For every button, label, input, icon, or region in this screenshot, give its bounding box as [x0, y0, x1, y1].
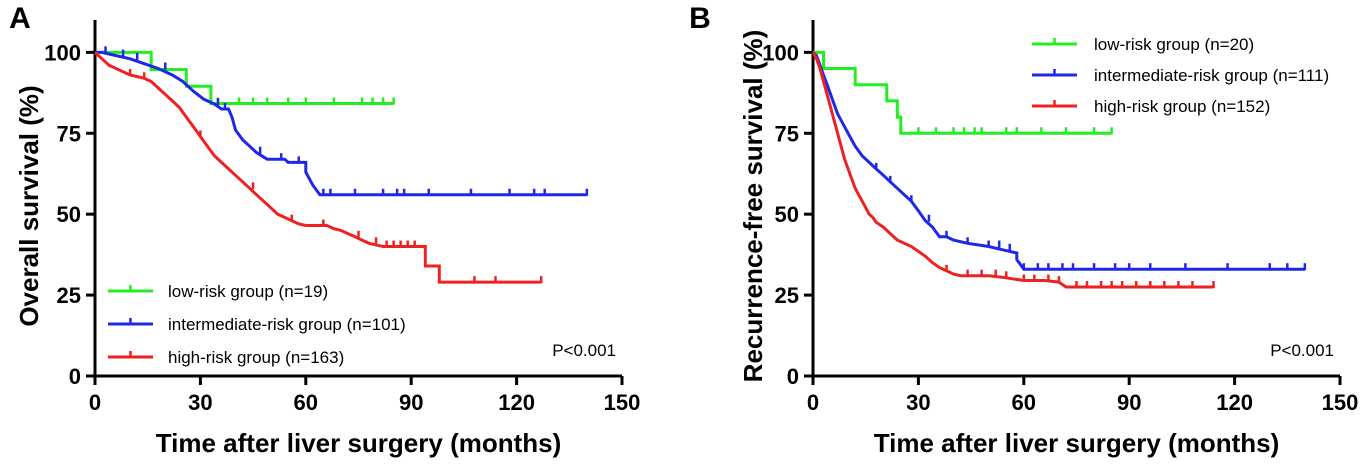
x-axis-title: Time after liver surgery (months) — [156, 428, 562, 458]
y-tick-label: 50 — [775, 202, 799, 227]
x-tick-label: 60 — [1012, 390, 1036, 415]
y-tick-label: 0 — [787, 364, 799, 389]
legend-label: intermediate-risk group (n=101) — [168, 315, 406, 334]
survival-curve — [811, 51, 1214, 289]
series-high-risk — [93, 51, 543, 284]
y-tick-label: 75 — [57, 121, 81, 146]
p-value: P<0.001 — [552, 341, 616, 360]
p-value: P<0.001 — [1270, 341, 1334, 360]
panel-b: B 0 25 50 75 100 0 30 60 90 120 150 Time after liver… — [689, 2, 1358, 458]
x-axis-title: Time after liver surgery (months) — [874, 428, 1280, 458]
series-low-risk — [813, 50, 1113, 135]
legend-label: low-risk group (n=20) — [1094, 35, 1254, 54]
y-axis-title: Recurrence-free survival (%) — [738, 30, 768, 383]
y-tick-label: 75 — [775, 121, 799, 146]
x-tick-label: 60 — [294, 390, 318, 415]
legend-label: intermediate-risk group (n=111) — [1094, 66, 1329, 85]
y-axis-title: Overall survival (%) — [14, 85, 44, 326]
y-tick-label: 100 — [44, 40, 81, 65]
x-tick-label: 120 — [498, 390, 535, 415]
legend-label: low-risk group (n=19) — [168, 282, 328, 301]
survival-curve — [95, 50, 587, 197]
x-tick-label: 90 — [1117, 390, 1141, 415]
legend-label: high-risk group (n=152) — [1094, 97, 1270, 116]
y-tick-label: 100 — [762, 40, 799, 65]
y-tick-label: 25 — [57, 283, 81, 308]
series-intermediate-risk — [95, 46, 589, 197]
survival-curve — [811, 51, 1305, 271]
y-tick-label: 0 — [69, 364, 81, 389]
survival-curve — [95, 50, 394, 105]
y-tick-label: 25 — [775, 283, 799, 308]
x-tick-label: 150 — [1322, 390, 1359, 415]
series-intermediate-risk — [811, 51, 1307, 271]
x-tick-label: 90 — [399, 390, 423, 415]
series-low-risk — [95, 50, 395, 105]
x-tick-label: 120 — [1216, 390, 1253, 415]
y-tick-label: 50 — [57, 202, 81, 227]
survival-curve — [813, 50, 1112, 135]
series-high-risk — [811, 51, 1215, 289]
x-tick-label: 0 — [807, 390, 819, 415]
x-tick-label: 150 — [604, 390, 641, 415]
panel-a: A 0 25 50 75 100 0 30 60 90 120 150 Time after liver… — [9, 2, 640, 458]
x-tick-label: 30 — [188, 390, 212, 415]
survival-curve — [93, 51, 542, 284]
x-tick-label: 0 — [89, 390, 101, 415]
x-tick-label: 30 — [906, 390, 930, 415]
panel-label: B — [689, 2, 711, 35]
legend-label: high-risk group (n=163) — [168, 348, 344, 367]
panel-label: A — [9, 2, 31, 35]
